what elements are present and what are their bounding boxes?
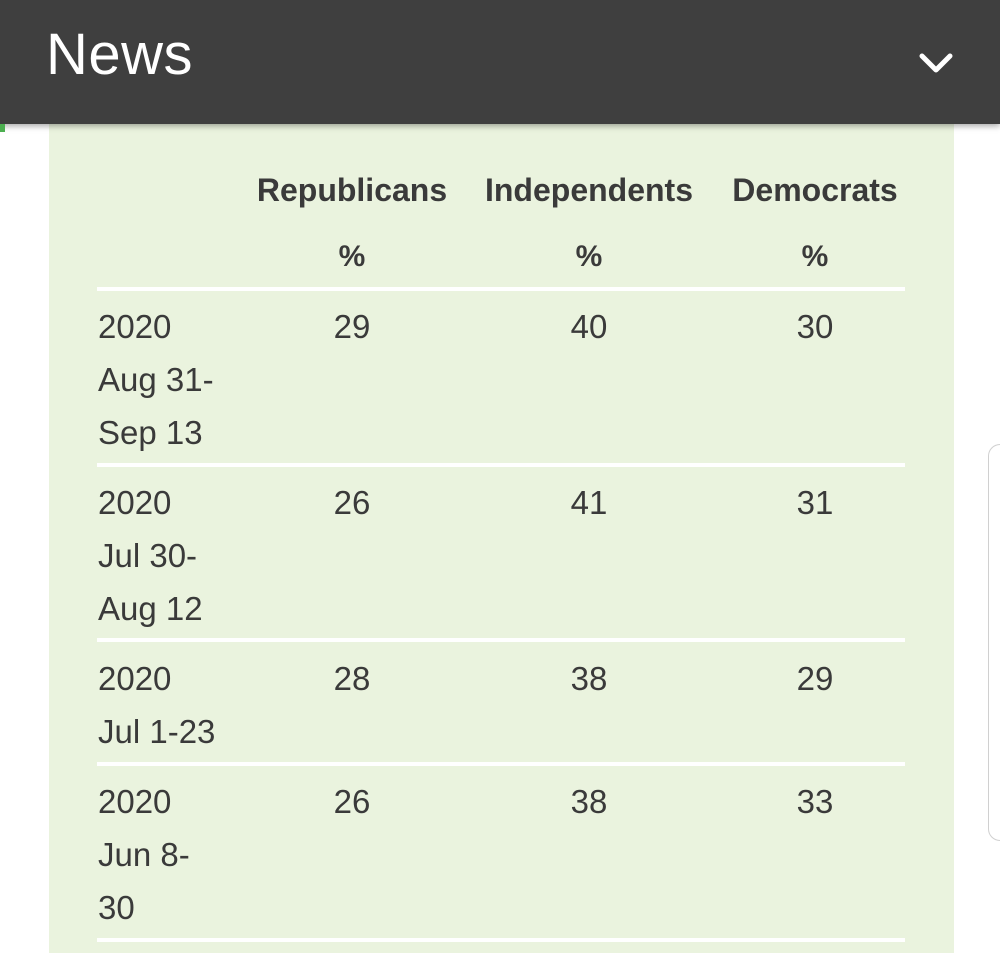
column-unit-republicans: % [338,240,366,273]
menu-toggle-button[interactable] [916,46,956,82]
app-header: News [0,0,1000,124]
column-header-republicans: Republicans [256,172,448,208]
accent-marker [0,124,5,132]
cell-independents: 41 [570,484,608,521]
date-line: Jul 30- [98,537,198,574]
date-line: Aug 12 [98,590,203,627]
date-line: 30 [98,889,135,926]
row-divider [97,287,905,291]
cell-democrats: 30 [796,308,834,345]
date-line: 2020 [98,783,172,820]
table-row-date: 2020 Jul 30- Aug 12 [98,476,238,635]
scrollbar-handle[interactable] [988,444,1000,841]
row-divider [97,938,905,942]
cell-republicans: 26 [333,484,371,521]
date-line: 2020 [98,484,172,521]
date-line: 2020 [98,308,172,345]
cell-independents: 38 [570,660,608,697]
cell-republicans: 29 [333,308,371,345]
page-title: News [46,22,194,87]
cell-democrats: 33 [796,783,834,820]
date-line: Jun 8- [98,836,190,873]
cell-democrats: 29 [796,660,834,697]
chevron-down-icon [919,53,953,73]
date-line: Jul 1-23 [98,713,216,750]
column-unit-democrats: % [801,240,829,273]
column-unit-independents: % [575,240,603,273]
column-header-independents: Independents [484,172,693,208]
column-header-democrats: Democrats [732,172,898,208]
date-line: Sep 13 [98,414,203,451]
cell-republicans: 26 [333,783,371,820]
cell-independents: 40 [570,308,608,345]
cell-independents: 38 [570,783,608,820]
table-row-date: 2020 Aug 31- Sep 13 [98,300,238,459]
date-line: 2020 [98,660,172,697]
data-table-panel [49,124,954,953]
cell-republicans: 28 [333,660,371,697]
cell-democrats: 31 [796,484,834,521]
table-row-date: 2020 Jul 1-23 [98,652,238,758]
row-divider [97,463,905,467]
date-line: Aug 31- [98,361,214,398]
table-row-date: 2020 Jun 8- 30 [98,775,238,934]
row-divider [97,762,905,766]
row-divider [97,638,905,642]
